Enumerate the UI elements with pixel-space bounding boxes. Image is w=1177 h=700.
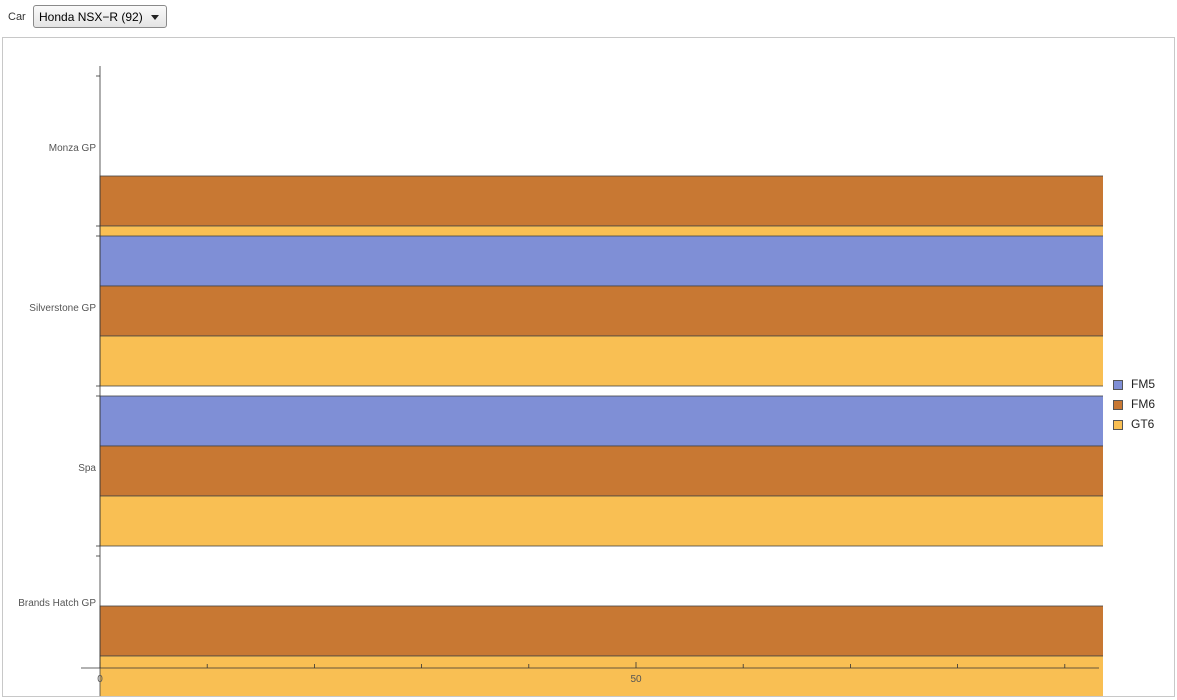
y-tick-label-spa: Spa [78,463,96,474]
chevron-down-icon [151,15,159,20]
legend-swatch-gt6 [1113,420,1123,430]
legend-swatch-fm5 [1113,380,1123,390]
y-tick-label-brands-hatch-gp: Brands Hatch GP [18,598,96,609]
y-tick-label-monza-gp: Monza GP [49,143,97,154]
car-dropdown[interactable]: Honda NSX−R (92) [33,5,167,28]
bar-silverstone-gp-gt6 [99,335,1103,387]
legend-label-fm6: FM6 [1131,397,1155,411]
y-tick-label-silverstone-gp: Silverstone GP [29,303,96,314]
bar-silverstone-gp-fm6 [99,285,1103,337]
x-tick-label-0: 0 [97,674,103,685]
legend-label-fm5: FM5 [1131,377,1155,391]
control-bar: Car Honda NSX−R (92) [0,0,1177,34]
bar-spa-fm5 [99,395,1103,447]
bar-brands-hatch-gp-fm6 [99,605,1103,657]
car-label: Car [8,11,26,23]
bar-spa-fm6 [99,445,1103,497]
x-tick-label-50: 50 [630,674,642,685]
bar-spa-gt6 [99,495,1103,547]
legend-swatch-fm6 [1113,400,1123,410]
bar-silverstone-gp-fm5 [99,235,1103,287]
chart-panel: Monza GP Silverstone GP Spa Brands Hatch GP… [2,37,1175,697]
bar-monza-gp-fm6 [99,175,1103,227]
bar-chart: Monza GP Silverstone GP Spa Brands Hatch GP… [18,66,1103,696]
bar-brands-hatch-gp-gt6 [99,655,1103,696]
car-dropdown-value: Honda NSX−R (92) [39,10,143,24]
legend-label-gt6: GT6 [1131,417,1155,431]
